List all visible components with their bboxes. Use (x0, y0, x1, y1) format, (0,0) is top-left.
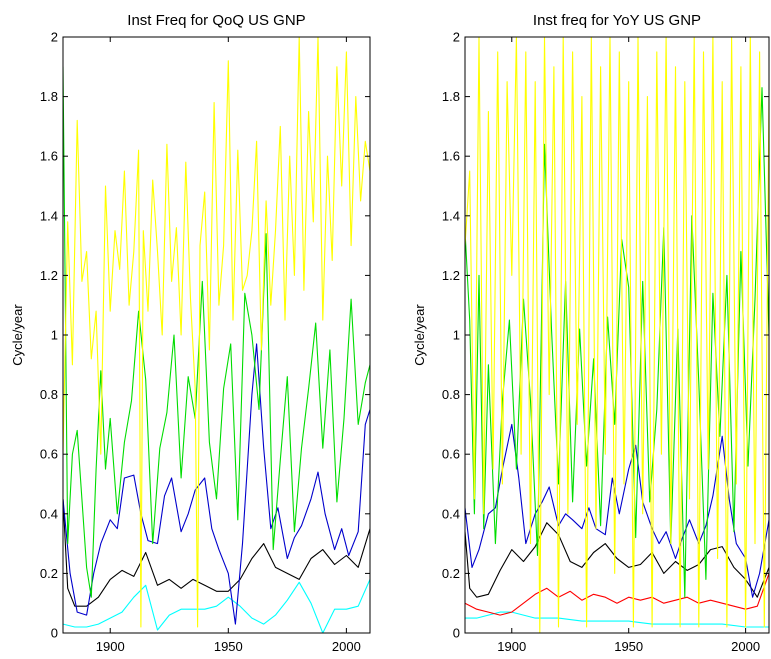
x-tick-label: 2000 (332, 639, 361, 654)
y-tick-label: 0.4 (442, 506, 460, 521)
chart-panel-yoy: Inst freq for YoY US GNP Cycle/year 0 0.2… (412, 12, 770, 654)
y-tick-label: 1 (51, 328, 58, 343)
series-line-3 (63, 66, 370, 598)
y-tick-label: 0.8 (40, 387, 58, 402)
y-tick-label: 2 (453, 30, 460, 45)
y-tick-label: 1.8 (40, 89, 58, 104)
series-line-1 (465, 573, 769, 616)
y-tick-label: 1.4 (442, 208, 460, 223)
y-tick-label: 1.4 (40, 208, 58, 223)
series-line-5 (465, 37, 769, 633)
chart-title: Inst Freq for QoQ US GNP (127, 12, 305, 29)
series-layer (63, 37, 370, 633)
y-axis-label: Cycle/year (412, 304, 427, 366)
series-line-0 (63, 579, 370, 633)
chart-panel-qoq: Inst Freq for QoQ US GNP Cycle/year 0 0.2… (10, 12, 371, 654)
series-layer (465, 37, 769, 633)
y-tick-label: 0.6 (40, 447, 58, 462)
y-tick-label: 1.8 (442, 89, 460, 104)
x-tick-label: 2000 (731, 639, 760, 654)
series-line-4 (63, 37, 370, 628)
y-tick-label: 1 (453, 328, 460, 343)
y-tick-label: 0 (51, 626, 58, 641)
series-line-0 (465, 611, 769, 628)
x-tick-label: 1950 (614, 639, 643, 654)
y-tick-label: 1.6 (442, 149, 460, 164)
x-tick-label: 1900 (96, 639, 125, 654)
x-tick-label: 1950 (214, 639, 243, 654)
y-tick-label: 0.2 (40, 566, 58, 581)
x-tick-label: 1900 (497, 639, 526, 654)
y-tick-label: 0.6 (442, 447, 460, 462)
y-tick-label: 0.4 (40, 506, 58, 521)
ticks-layer: 0 0.2 0.4 0.6 0.8 1 1.2 1.4 1.6 1.8 2 1900 1950 2000 (442, 30, 769, 654)
y-tick-label: 1.6 (40, 149, 58, 164)
series-line-2 (63, 343, 370, 625)
y-tick-label: 0.2 (442, 566, 460, 581)
y-tick-label: 0 (453, 626, 460, 641)
ticks-layer: 0 0.2 0.4 0.6 0.8 1 1.2 1.4 1.6 1.8 2 1900 1950 2000 (40, 30, 370, 654)
plot-frame (62, 36, 371, 634)
y-tick-label: 2 (51, 30, 58, 45)
y-tick-label: 1.2 (442, 268, 460, 283)
chart-title: Inst freq for YoY US GNP (533, 12, 701, 29)
y-axis-label: Cycle/year (10, 304, 25, 366)
y-tick-label: 0.8 (442, 387, 460, 402)
plot-frame (464, 36, 770, 634)
series-line-3 (465, 423, 769, 598)
series-line-1 (63, 498, 370, 607)
series-line-2 (465, 522, 769, 598)
y-tick-label: 1.2 (40, 268, 58, 283)
